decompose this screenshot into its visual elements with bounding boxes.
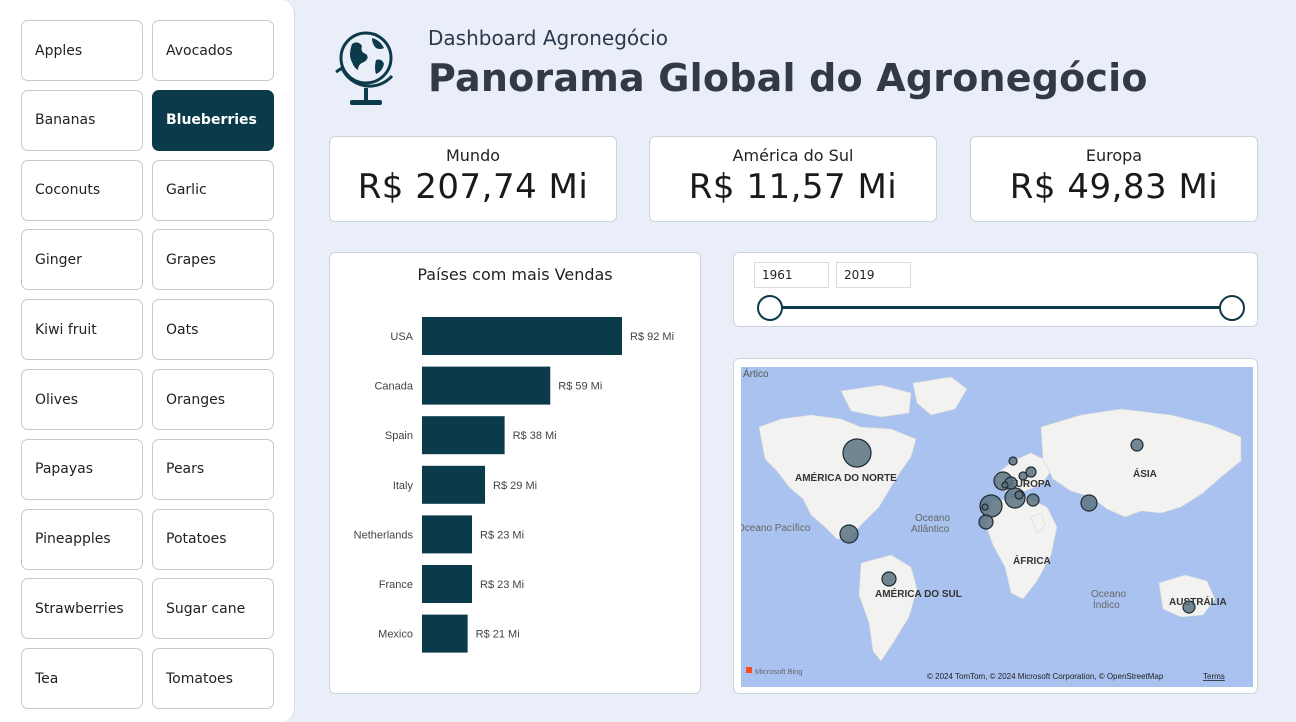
- map-bubble-greece: [1026, 493, 1040, 507]
- bar-category-label: Netherlands: [354, 529, 414, 541]
- slider-start-handle[interactable]: [757, 295, 783, 321]
- crop-option-kiwi-fruit[interactable]: Kiwi fruit: [21, 299, 143, 361]
- crop-option-oats[interactable]: Oats: [152, 299, 274, 361]
- bar-value-label: R$ 92 Mi: [630, 331, 674, 343]
- bar-value-label: R$ 38 Mi: [513, 430, 557, 442]
- crop-option-grapes[interactable]: Grapes: [152, 229, 274, 291]
- map-bubbles: [839, 438, 1196, 614]
- kpi-label: América do Sul: [732, 146, 854, 165]
- crop-option-papayas[interactable]: Papayas: [21, 438, 143, 500]
- world-map-card: Ártico AMÉRICA DO NORTE EUROPA ÁSIA ÁFRI…: [733, 358, 1258, 694]
- kpi-card-america-do-sul: América do Sul R$ 11,57 Mi: [649, 136, 937, 222]
- end-year-input[interactable]: 2019: [836, 262, 911, 288]
- crop-option-potatoes[interactable]: Potatoes: [152, 508, 274, 570]
- crop-slicer-panel: Apples Avocados Bananas Blueberries Coconuts…: [0, 0, 295, 722]
- map-label-asia: ÁSIA: [1133, 467, 1157, 480]
- map-label-indian-1: Oceano: [1091, 589, 1126, 600]
- bar-canada[interactable]: [422, 366, 551, 405]
- crop-option-olives[interactable]: Olives: [21, 369, 143, 430]
- dashboard-subtitle: Dashboard Agronegócio: [428, 26, 668, 50]
- crop-option-oranges[interactable]: Oranges: [152, 369, 274, 430]
- bar-value-label: R$ 21 Mi: [476, 629, 520, 641]
- map-label-africa: ÁFRICA: [1013, 554, 1051, 567]
- map-label-australia: AUSTRÁLIA: [1169, 595, 1227, 608]
- map-bubble-russia: [1130, 438, 1144, 452]
- map-label-europe: EUROPA: [1009, 479, 1051, 490]
- kpi-value: R$ 11,57 Mi: [688, 167, 898, 207]
- map-attribution: © 2024 TomTom, © 2024 Microsoft Corporat…: [927, 672, 1164, 681]
- crop-option-blueberries[interactable]: Blueberries: [152, 89, 274, 151]
- map-bubble-poland: [1025, 466, 1037, 478]
- crop-option-coconuts[interactable]: Coconuts: [21, 159, 143, 221]
- map-label-south-america: AMÉRICA DO SUL: [875, 587, 962, 600]
- globe-icon: [335, 31, 394, 105]
- bar-italy[interactable]: [422, 465, 486, 504]
- land-masses: [758, 376, 1242, 662]
- bing-logo: Microsoft Bing: [755, 667, 803, 676]
- map-bubble-australia: [1182, 600, 1196, 614]
- kpi-label: Europa: [1085, 146, 1143, 165]
- year-range-slider: 1961 2019: [733, 252, 1258, 327]
- map-label-atlantic-2: Atlântico: [911, 524, 950, 535]
- crop-option-pineapples[interactable]: Pineapples: [21, 508, 143, 570]
- crop-option-garlic[interactable]: Garlic: [152, 159, 274, 221]
- bar-category-label: Mexico: [378, 629, 413, 641]
- bar-category-label: France: [379, 579, 413, 591]
- map-label-pacific: Oceano Pacífico: [741, 523, 811, 534]
- bar-value-label: R$ 29 Mi: [493, 480, 537, 492]
- crop-option-ginger[interactable]: Ginger: [21, 229, 143, 291]
- kpi-value: R$ 49,83 Mi: [1009, 167, 1219, 207]
- bar-usa[interactable]: [422, 317, 622, 355]
- crop-option-strawberries[interactable]: Strawberries: [21, 578, 143, 640]
- slider-end-handle[interactable]: [1219, 295, 1245, 321]
- crop-option-pears[interactable]: Pears: [152, 438, 274, 500]
- map-bubble-uk: [1001, 481, 1009, 489]
- bar-value-label: R$ 59 Mi: [558, 381, 602, 393]
- bar-mexico[interactable]: [422, 614, 468, 653]
- bar-france[interactable]: [422, 565, 472, 603]
- kpi-card-mundo: Mundo R$ 207,74 Mi: [329, 136, 617, 222]
- crop-option-tomatoes[interactable]: Tomatoes: [152, 648, 274, 710]
- bar-category-label: Italy: [393, 480, 414, 492]
- crop-option-apples[interactable]: Apples: [21, 20, 143, 81]
- map-label-north-america: AMÉRICA DO NORTE: [795, 471, 897, 484]
- crop-option-tea[interactable]: Tea: [21, 648, 143, 710]
- bar-category-label: Spain: [385, 430, 413, 442]
- bar-category-label: Canada: [374, 381, 413, 393]
- world-map[interactable]: Ártico AMÉRICA DO NORTE EUROPA ÁSIA ÁFRI…: [741, 367, 1253, 687]
- kpi-card-europa: Europa R$ 49,83 Mi: [970, 136, 1258, 222]
- kpi-label: Mundo: [445, 146, 501, 165]
- top-countries-chart: Países com mais Vendas USA R$ 92 Mi Canada…: [329, 252, 701, 694]
- crop-option-sugar-cane[interactable]: Sugar cane: [152, 578, 274, 640]
- bar-spain[interactable]: [422, 416, 505, 455]
- map-bubble-sweden: [1008, 456, 1018, 466]
- map-bubble-portugal: [981, 503, 989, 511]
- map-bubble-brazil: [881, 571, 897, 587]
- map-bubble-austria: [1014, 490, 1024, 500]
- bar-value-label: R$ 23 Mi: [480, 529, 524, 541]
- map-bubble-turkey: [1080, 494, 1098, 512]
- bar-category-label: USA: [390, 331, 413, 343]
- bar-value-label: R$ 23 Mi: [480, 579, 524, 591]
- start-year-input[interactable]: 1961: [754, 262, 829, 288]
- page-title: Panorama Global do Agronegócio: [428, 56, 1148, 100]
- bar-netherlands[interactable]: [422, 515, 472, 554]
- map-bubble-morocco: [978, 514, 994, 530]
- bar-chart-svg: USA R$ 92 Mi Canada R$ 59 Mi Spain R$ 38 Mi It…: [354, 317, 674, 653]
- crop-option-avocados[interactable]: Avocados: [152, 20, 274, 81]
- map-label-indian-2: Índico: [1093, 598, 1120, 611]
- kpi-value: R$ 207,74 Mi: [357, 167, 589, 207]
- map-label-artico: Ártico: [743, 367, 769, 380]
- map-terms-link[interactable]: Terms: [1203, 672, 1225, 681]
- map-label-atlantic-1: Oceano: [915, 513, 950, 524]
- map-bubble-mexico: [839, 524, 859, 544]
- chart-title: Países com mais Vendas: [417, 265, 613, 284]
- crop-option-bananas[interactable]: Bananas: [21, 89, 143, 151]
- slider-track[interactable]: [770, 306, 1232, 309]
- map-bubble-usa: [842, 438, 872, 468]
- map-bubble-germany: [1018, 471, 1028, 481]
